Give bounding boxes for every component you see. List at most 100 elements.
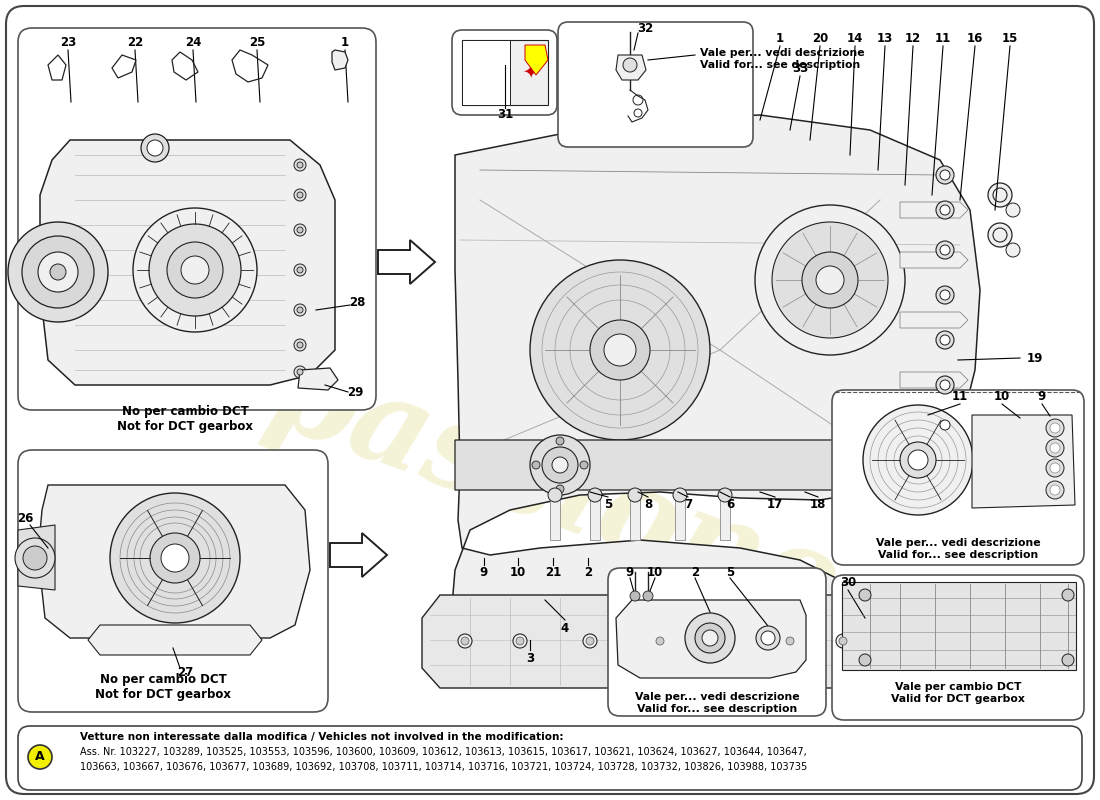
- Circle shape: [294, 224, 306, 236]
- Text: Ass. Nr. 103227, 103289, 103525, 103553, 103596, 103600, 103609, 103612, 103613,: Ass. Nr. 103227, 103289, 103525, 103553,…: [80, 747, 806, 757]
- Circle shape: [1006, 243, 1020, 257]
- Circle shape: [294, 366, 306, 378]
- Text: 7: 7: [684, 498, 692, 511]
- Text: 12: 12: [905, 31, 921, 45]
- Text: 32: 32: [637, 22, 653, 34]
- Circle shape: [15, 538, 55, 578]
- Text: 16: 16: [967, 31, 983, 45]
- Text: passione: passione: [254, 332, 856, 648]
- Circle shape: [513, 634, 527, 648]
- FancyBboxPatch shape: [832, 575, 1084, 720]
- Circle shape: [723, 634, 737, 648]
- Circle shape: [556, 437, 564, 445]
- Text: 9: 9: [480, 566, 488, 579]
- Text: 11: 11: [935, 31, 952, 45]
- Circle shape: [556, 485, 564, 493]
- Polygon shape: [332, 50, 348, 70]
- Text: 17: 17: [767, 498, 783, 511]
- Circle shape: [133, 208, 257, 332]
- Polygon shape: [40, 140, 336, 385]
- Polygon shape: [298, 368, 338, 390]
- Circle shape: [141, 134, 169, 162]
- Polygon shape: [18, 525, 55, 590]
- Circle shape: [150, 533, 200, 583]
- Circle shape: [726, 637, 734, 645]
- Polygon shape: [900, 252, 968, 268]
- Circle shape: [1062, 589, 1074, 601]
- Circle shape: [548, 488, 562, 502]
- Circle shape: [1046, 439, 1064, 457]
- Text: 5: 5: [726, 566, 734, 578]
- Circle shape: [1050, 463, 1060, 473]
- Circle shape: [644, 591, 653, 601]
- Text: Vale per... vedi descrizione
Valid for... see description: Vale per... vedi descrizione Valid for..…: [876, 538, 1041, 560]
- Circle shape: [148, 224, 241, 316]
- Circle shape: [297, 342, 302, 348]
- Text: 2: 2: [691, 566, 700, 578]
- Circle shape: [940, 170, 950, 180]
- Polygon shape: [550, 495, 560, 540]
- Circle shape: [50, 264, 66, 280]
- Polygon shape: [378, 240, 434, 284]
- Text: 23: 23: [59, 35, 76, 49]
- Circle shape: [940, 245, 950, 255]
- FancyBboxPatch shape: [6, 6, 1094, 794]
- Text: Vetture non interessate dalla modifica / Vehicles not involved in the modificati: Vetture non interessate dalla modifica /…: [80, 732, 563, 742]
- Circle shape: [297, 162, 302, 168]
- FancyBboxPatch shape: [18, 450, 328, 712]
- Text: 26: 26: [16, 511, 33, 525]
- Circle shape: [630, 591, 640, 601]
- Polygon shape: [590, 495, 600, 540]
- Circle shape: [755, 205, 905, 355]
- Circle shape: [297, 369, 302, 375]
- Text: Vale per... vedi descrizione
Valid for... see description: Vale per... vedi descrizione Valid for..…: [635, 692, 800, 714]
- Circle shape: [1050, 423, 1060, 433]
- Circle shape: [604, 334, 636, 366]
- Text: 29: 29: [346, 386, 363, 399]
- Circle shape: [628, 488, 642, 502]
- Text: 27: 27: [177, 666, 194, 678]
- Circle shape: [718, 488, 732, 502]
- Text: 6: 6: [726, 498, 734, 511]
- Polygon shape: [88, 625, 262, 655]
- FancyBboxPatch shape: [832, 390, 1084, 565]
- Circle shape: [859, 589, 871, 601]
- Text: 9: 9: [1038, 390, 1046, 402]
- Circle shape: [1046, 419, 1064, 437]
- Circle shape: [802, 252, 858, 308]
- Text: 14: 14: [847, 31, 864, 45]
- Text: 21: 21: [544, 566, 561, 579]
- Circle shape: [702, 630, 718, 646]
- Text: ✦: ✦: [521, 62, 538, 82]
- Text: 15: 15: [1002, 31, 1019, 45]
- Circle shape: [936, 201, 954, 219]
- Text: 9: 9: [626, 566, 634, 578]
- Polygon shape: [450, 115, 980, 678]
- Circle shape: [988, 223, 1012, 247]
- Text: 10: 10: [510, 566, 526, 579]
- Circle shape: [988, 183, 1012, 207]
- Circle shape: [28, 745, 52, 769]
- Polygon shape: [330, 533, 387, 577]
- Circle shape: [1006, 203, 1020, 217]
- Circle shape: [110, 493, 240, 623]
- Circle shape: [685, 613, 735, 663]
- Circle shape: [39, 252, 78, 292]
- Polygon shape: [462, 40, 510, 105]
- Polygon shape: [630, 495, 640, 540]
- Text: 10: 10: [647, 566, 663, 578]
- Text: 31: 31: [497, 109, 513, 122]
- Circle shape: [147, 140, 163, 156]
- Circle shape: [583, 634, 597, 648]
- Circle shape: [1050, 443, 1060, 453]
- Circle shape: [839, 637, 847, 645]
- FancyBboxPatch shape: [18, 726, 1082, 790]
- Circle shape: [294, 189, 306, 201]
- Circle shape: [182, 256, 209, 284]
- Circle shape: [1062, 654, 1074, 666]
- FancyBboxPatch shape: [608, 568, 826, 716]
- Circle shape: [297, 267, 302, 273]
- Text: 28: 28: [349, 297, 365, 310]
- Circle shape: [294, 264, 306, 276]
- Circle shape: [816, 266, 844, 294]
